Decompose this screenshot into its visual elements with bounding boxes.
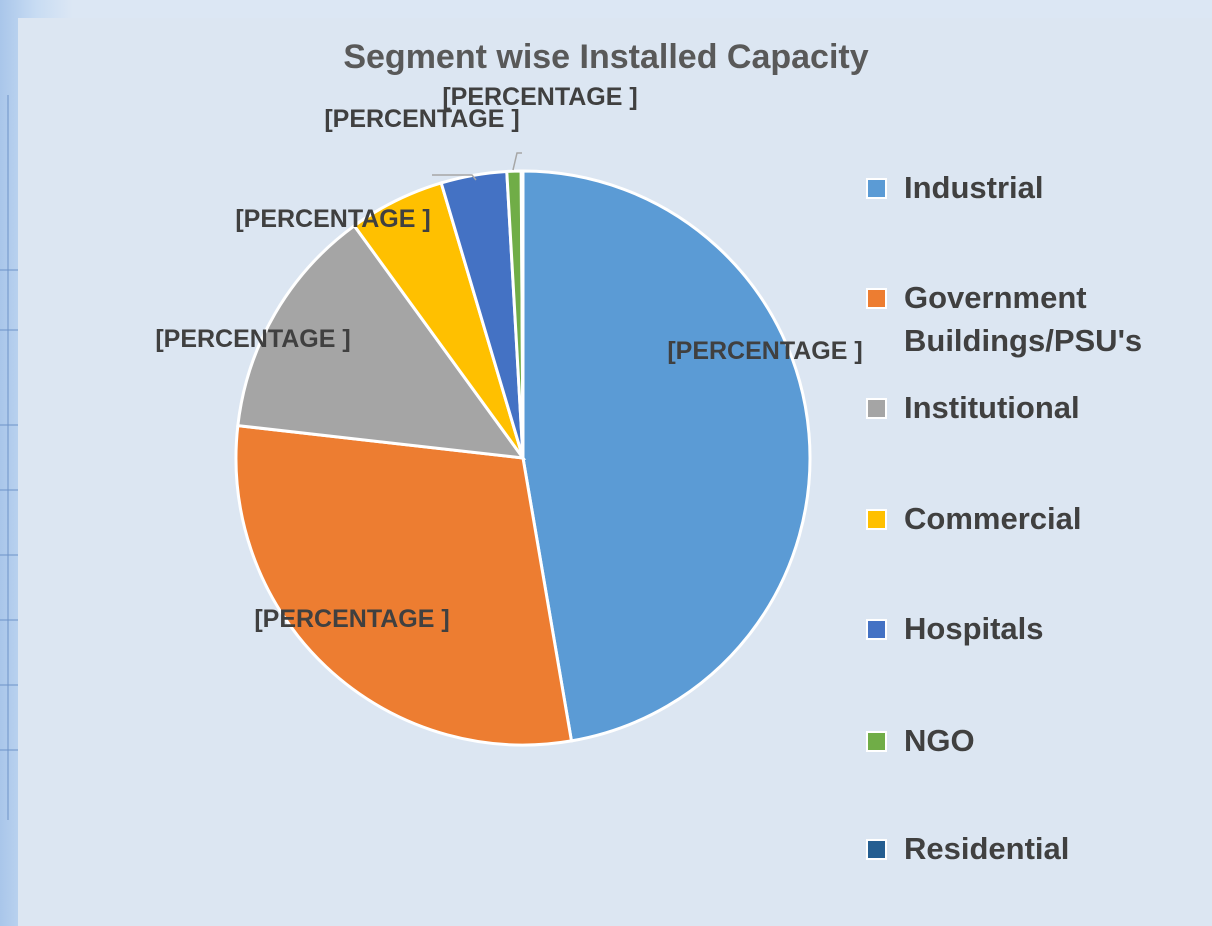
data-label: [PERCENTAGE ]: [254, 605, 450, 633]
pie-slice: [521, 169, 812, 743]
legend-label: Commercial: [904, 501, 1082, 536]
legend-swatch: [866, 178, 887, 199]
legend-label: Residential: [904, 831, 1070, 866]
pie-slice: [234, 423, 574, 747]
leader-lines: [432, 152, 522, 181]
legend-label: Institutional: [904, 390, 1080, 425]
data-label: [PERCENTAGE ]: [324, 105, 520, 133]
background-table: [0, 95, 18, 820]
legend-swatch: [866, 839, 887, 860]
legend-label: Industrial: [904, 170, 1044, 205]
data-label: [PERCENTAGE ]: [235, 205, 431, 233]
legend-swatch: [866, 398, 887, 419]
legend-swatch: [866, 731, 887, 752]
legend-swatch: [866, 619, 887, 640]
pie-slice: [236, 223, 527, 460]
data-label: [PERCENTAGE ]: [442, 83, 638, 111]
legend-swatch: [866, 288, 887, 309]
data-label: [PERCENTAGE ]: [155, 325, 351, 353]
legend-label: Hospitals: [904, 611, 1044, 646]
data-label: [PERCENTAGE ]: [667, 337, 863, 365]
chart-title: Segment wise Installed Capacity: [343, 38, 869, 76]
pie-slice: [519, 169, 525, 459]
legend-label: Government Buildings/PSU's: [904, 280, 1143, 358]
legend-swatch: [866, 509, 887, 530]
legend-label: NGO: [904, 723, 975, 758]
